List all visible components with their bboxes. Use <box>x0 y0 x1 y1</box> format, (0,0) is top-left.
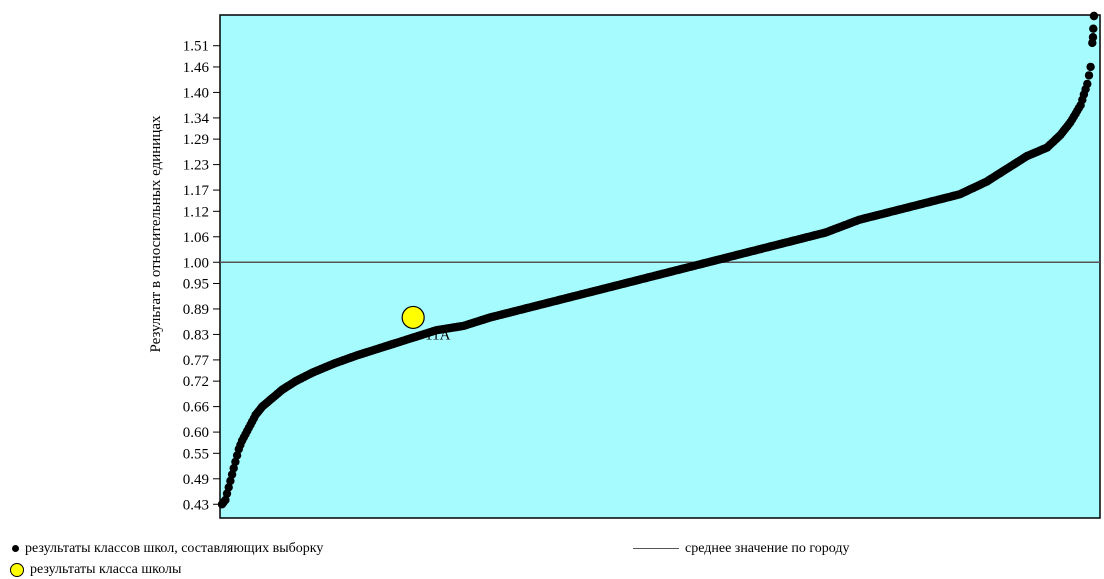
y-tick-label: 1.17 <box>183 183 210 199</box>
data-point <box>229 464 238 473</box>
y-tick-label: 0.83 <box>183 327 209 343</box>
plot-area <box>219 14 1101 519</box>
highlight-point <box>401 305 425 330</box>
y-tick-label: 1.29 <box>183 132 209 148</box>
data-point <box>1089 24 1098 33</box>
line-icon <box>633 548 679 550</box>
data-point <box>1089 11 1099 21</box>
class-results-points <box>217 11 1099 509</box>
y-axis-ticks: 0.43 0.49 0.55 0.60 0.66 0.72 0.77 0.83 0.89 0.95… <box>183 39 220 513</box>
y-tick-label: 0.49 <box>183 472 209 488</box>
y-tick-label: 1.34 <box>183 111 210 127</box>
data-point <box>222 489 232 498</box>
data-point <box>224 483 233 492</box>
legend-item-school-class: результаты класса школы <box>10 561 181 579</box>
y-tick-label: 1.40 <box>183 85 209 101</box>
data-point <box>1084 71 1094 80</box>
y-tick-label: 0.95 <box>183 276 209 292</box>
y-tick-label: 1.00 <box>183 255 209 271</box>
y-tick-label: 0.55 <box>183 446 209 462</box>
y-tick-label: 0.72 <box>183 374 209 390</box>
yellow-circle-icon <box>10 562 24 577</box>
y-tick-label: 0.43 <box>183 497 209 513</box>
legend-label: результаты класса школы <box>30 562 182 577</box>
y-tick-label: 1.06 <box>183 230 210 246</box>
y-tick-label: 1.12 <box>183 204 209 220</box>
y-tick-label: 1.46 <box>183 60 210 76</box>
highlight-label: 11A <box>425 327 450 343</box>
y-tick-label: 0.77 <box>183 353 210 369</box>
data-point <box>231 457 240 466</box>
data-point <box>1086 62 1095 72</box>
legend-label: среднее значение по городу <box>685 541 850 556</box>
y-tick-label: 1.51 <box>183 39 209 55</box>
y-axis-label: Результат в относительных единицах <box>148 115 164 353</box>
data-point <box>221 495 230 505</box>
y-tick-label: 0.89 <box>183 302 209 318</box>
data-point <box>1083 79 1092 89</box>
school-class-highlight: 11A <box>401 305 451 343</box>
data-point <box>232 451 242 460</box>
y-tick-label: 0.66 <box>183 400 210 416</box>
dot-icon <box>12 545 19 553</box>
data-point <box>226 476 235 486</box>
data-point <box>227 470 237 479</box>
legend-item-city-average: среднее значение по городу <box>633 540 850 558</box>
y-tick-label: 0.60 <box>183 425 209 441</box>
data-point <box>1088 33 1098 42</box>
legend-label: результаты классов школ, составляющих вы… <box>25 541 324 556</box>
legend-item-city-classes: результаты классов школ, составляющих вы… <box>12 540 323 558</box>
y-tick-label: 1.23 <box>183 158 209 174</box>
